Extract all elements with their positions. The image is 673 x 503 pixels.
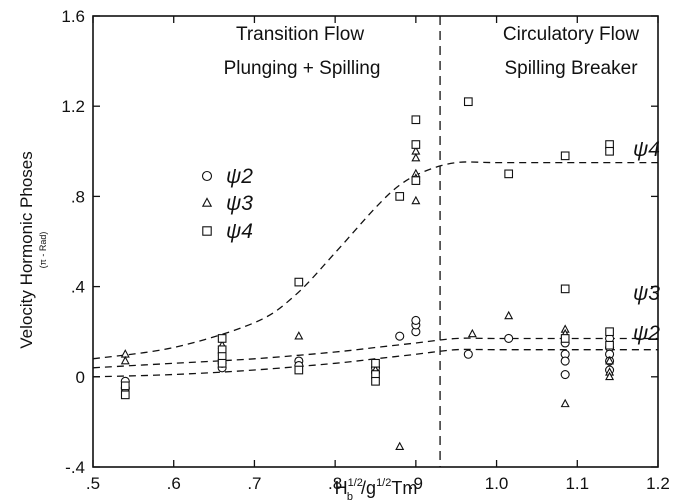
x-tick-label: .5	[86, 474, 100, 493]
data-point-circle	[560, 369, 570, 380]
y-tick-label: 1.6	[61, 7, 85, 26]
legend-marker	[201, 197, 213, 207]
x-tick-label: 1.1	[565, 474, 589, 493]
fit-curve-1	[92, 337, 658, 369]
axes	[92, 15, 659, 468]
data-point-triangle	[467, 328, 477, 338]
x-label-g: /g	[361, 478, 376, 498]
data-point-square	[120, 390, 130, 400]
plot-frame	[92, 15, 659, 468]
data-point-triangle	[605, 355, 615, 365]
data-point-triangle	[560, 398, 570, 408]
data-point-circle	[463, 349, 473, 359]
data-point-square	[120, 381, 130, 391]
data-point-square	[411, 176, 421, 185]
legend-marker	[201, 170, 213, 182]
legend-label: ψ4	[226, 220, 253, 243]
data-points	[120, 97, 615, 451]
data-point-square	[605, 146, 614, 156]
curve-label: ψ2	[633, 322, 660, 345]
data-point-square	[411, 115, 421, 125]
data-point-square	[605, 327, 614, 337]
data-point-triangle	[120, 355, 130, 365]
x-tick-label: .7	[247, 474, 261, 493]
data-point-triangle	[504, 310, 514, 320]
data-point-square	[217, 358, 227, 368]
data-point-circle	[560, 356, 570, 366]
legend-label: ψ2	[226, 165, 253, 188]
x-axis-label: H1/2 b/g1/2Tm	[335, 477, 418, 503]
legend-marker	[202, 226, 212, 236]
data-point-circle	[395, 331, 405, 341]
fit-curves	[92, 161, 658, 378]
y-tick-label: 0	[76, 368, 85, 387]
region-circulatory-line2: Spilling Breaker	[504, 58, 638, 79]
data-point-triangle	[605, 371, 615, 381]
data-point-square	[463, 97, 473, 107]
x-axis-ticks: .5 .6 .7 .8 .9 1.0 1.1 1.2	[86, 16, 670, 493]
x-tick-label: .8	[328, 474, 342, 493]
data-point-square	[605, 340, 614, 350]
region-circulatory-line1: Circulatory Flow	[503, 24, 639, 45]
legend: ψ2 ψ3 ψ4 ψ4 ψ3 ψ2	[201, 138, 660, 345]
y-tick-label: .4	[71, 278, 85, 297]
data-point-square	[560, 284, 570, 294]
region-transition-line1: Transition Flow	[236, 24, 364, 45]
x-label-sup1: 1/2	[348, 477, 363, 489]
region-transition-line2: Plunging + Spilling	[224, 58, 381, 79]
y-tick-label: -.4	[65, 458, 85, 477]
data-point-triangle	[294, 331, 304, 340]
fit-curve-0	[92, 161, 658, 360]
data-point-square	[371, 358, 380, 368]
data-point-triangle	[411, 195, 421, 205]
x-label-sup2: 1/2	[376, 477, 391, 489]
data-point-triangle	[395, 441, 405, 451]
data-point-square	[371, 376, 380, 386]
x-tick-label: .6	[167, 474, 181, 493]
data-point-square	[217, 334, 227, 343]
y-tick-label: .8	[71, 187, 85, 206]
curve-label: ψ4	[633, 138, 660, 161]
x-tick-label: .9	[409, 474, 423, 493]
data-point-square	[411, 140, 421, 149]
y-axis-label: Velocity Hormonic Phoses	[17, 151, 36, 348]
data-point-triangle	[411, 152, 421, 162]
y-tick-label: 1.2	[61, 97, 85, 116]
data-point-square	[560, 151, 570, 161]
fit-curve-2	[92, 348, 658, 378]
x-tick-label: 1.0	[485, 474, 509, 493]
y-axis-label-group: Velocity Hormonic Phoses (π - Rad)	[17, 151, 48, 348]
x-label-tm: Tm	[391, 478, 417, 498]
data-point-square	[294, 277, 304, 287]
x-tick-label: 1.2	[646, 474, 670, 493]
y-axis-ticks: -.4 0 .4 .8 1.2 1.6	[61, 7, 658, 477]
data-point-square	[395, 192, 405, 201]
legend-label: ψ3	[226, 192, 253, 215]
x-label-h: H	[335, 478, 348, 498]
y-axis-unit: (π - Rad)	[38, 232, 48, 269]
data-point-circle	[504, 333, 514, 344]
curve-label: ψ3	[633, 282, 660, 305]
data-point-square	[560, 334, 570, 343]
data-point-square	[294, 365, 304, 375]
data-point-square	[504, 169, 514, 179]
data-point-circle	[411, 315, 421, 325]
x-label-sub-b: b	[347, 491, 353, 503]
